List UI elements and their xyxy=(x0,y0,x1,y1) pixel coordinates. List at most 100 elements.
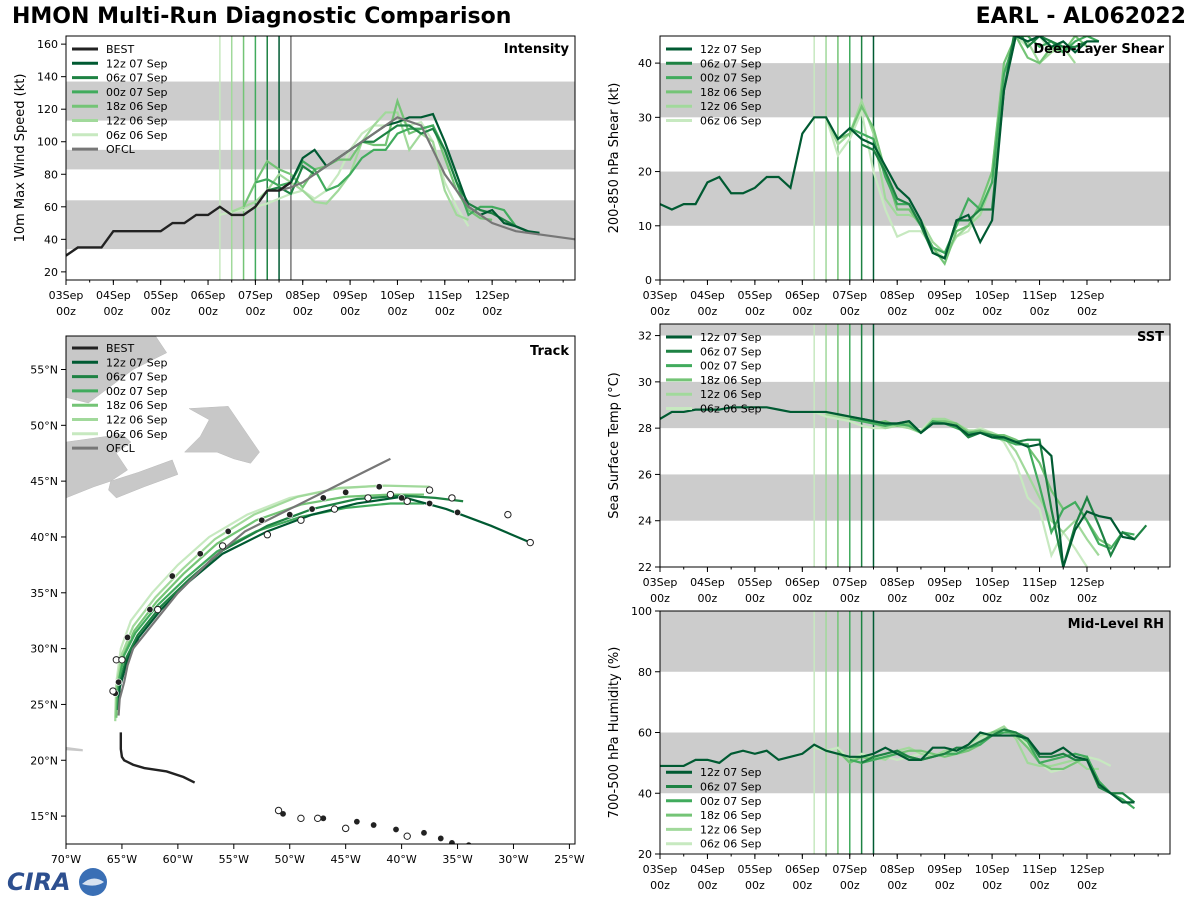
rh-legend-label-12z-06-sep: 12z 06 Sep xyxy=(700,823,762,836)
shear-x-tick-label: 12Sep xyxy=(1070,289,1105,302)
intensity-y-axis-label: 10m Max Wind Speed (kt) xyxy=(13,74,28,243)
track-marker-filled xyxy=(196,550,204,558)
sst-y-tick-label: 24 xyxy=(638,515,652,528)
rh-y-tick-label: 20 xyxy=(638,848,652,861)
intensity-y-tick-label: 40 xyxy=(44,233,58,246)
rh-band-0 xyxy=(660,732,1170,794)
shear-x-tick-label: 04Sep xyxy=(690,289,725,302)
intensity-y-tick-label: 20 xyxy=(44,266,58,279)
sst-x-tick-sub: 00z xyxy=(745,592,765,605)
rh-x-tick-label: 07Sep xyxy=(832,863,867,876)
intensity-x-tick-label: 05Sep xyxy=(143,289,178,302)
sst-legend-label-06z-07-sep: 06z 07 Sep xyxy=(700,345,762,358)
track-marker-filled xyxy=(375,483,383,491)
track-frame xyxy=(65,335,576,845)
intensity-series-best xyxy=(66,181,292,257)
sst-x-tick-label: 08Sep xyxy=(880,576,915,589)
intensity-series-18z-06-sep xyxy=(242,97,493,221)
sst-x-tick-label: 09Sep xyxy=(927,576,962,589)
shear-x-tick-sub: 00z xyxy=(792,305,812,318)
intensity-frame xyxy=(65,35,576,281)
track-x-tick-label: 60°W xyxy=(163,853,193,866)
sst-legend-label-12z-07-sep: 12z 07 Sep xyxy=(700,331,762,344)
logo-swirl-icon xyxy=(82,878,104,886)
rh-x-tick-sub: 00z xyxy=(935,879,955,892)
intensity-band-2 xyxy=(66,81,575,121)
intensity-legend-label-12z-07-sep: 12z 07 Sep xyxy=(106,57,168,70)
rh-x-tick-sub: 00z xyxy=(887,879,907,892)
shear-y-axis-label: 200-850 hPa Shear (kt) xyxy=(607,83,622,234)
rh-panel-title: Mid-Level RH xyxy=(1068,617,1164,632)
shear-x-tick-sub: 00z xyxy=(840,305,860,318)
track-series-ofcl xyxy=(117,457,391,716)
track-x-tick-label: 45°W xyxy=(330,853,360,866)
track-legend-label-best: BEST xyxy=(106,342,134,355)
track-x-tick-label: 35°W xyxy=(442,853,472,866)
track-marker-filled xyxy=(392,825,400,833)
rh-x-tick-label: 09Sep xyxy=(927,863,962,876)
track-marker-open xyxy=(263,531,272,539)
rh-x-tick-sub: 00z xyxy=(982,879,1002,892)
track-marker-open xyxy=(330,505,339,513)
intensity-band-0 xyxy=(66,200,575,250)
intensity-y-tick-label: 60 xyxy=(44,201,58,214)
intensity-x-tick-label: 10Sep xyxy=(380,289,415,302)
shear-x-tick-label: 07Sep xyxy=(832,289,867,302)
track-x-tick-label: 25°W xyxy=(554,853,584,866)
intensity-legend-label-best: BEST xyxy=(106,43,134,56)
sst-x-tick-label: 03Sep xyxy=(643,576,678,589)
track-x-tick-label: 55°W xyxy=(219,853,249,866)
land-mass-3 xyxy=(108,459,179,499)
track-series-12z-06-sep xyxy=(114,484,430,722)
track-marker-open xyxy=(274,806,283,815)
sst-x-tick-sub: 00z xyxy=(840,592,860,605)
intensity-series-ofcl xyxy=(278,116,575,241)
track-series-06z-06-sep xyxy=(114,484,380,718)
rh-plot-area xyxy=(660,611,1170,854)
shear-series-18z-06-sep xyxy=(837,36,1088,267)
track-marker-filled xyxy=(398,494,406,502)
shear-y-tick-label: 30 xyxy=(638,111,652,124)
intensity-series-06z-07-sep xyxy=(266,124,540,236)
rh-band-1 xyxy=(660,611,1170,672)
sst-x-tick-sub: 00z xyxy=(1030,592,1050,605)
track-marker-open xyxy=(425,486,434,494)
sst-y-tick-label: 28 xyxy=(638,422,652,435)
rh-y-tick-label: 80 xyxy=(638,666,652,679)
shear-legend-label-12z-07-sep: 12z 07 Sep xyxy=(700,43,762,56)
storm-id: EARL - AL062022 xyxy=(975,4,1186,29)
rh-x-tick-sub: 00z xyxy=(698,879,718,892)
sst-legend-label-00z-07-sep: 00z 07 Sep xyxy=(700,360,762,373)
track-marker-open xyxy=(448,494,456,502)
track-x-tick-label: 30°W xyxy=(498,853,528,866)
intensity-legend-label-06z-07-sep: 06z 07 Sep xyxy=(106,72,168,85)
track-marker-open xyxy=(526,538,534,547)
shear-legend-label-06z-06-sep: 06z 06 Sep xyxy=(700,115,762,128)
sst-x-tick-label: 12Sep xyxy=(1070,576,1105,589)
shear-legend-label-00z-07-sep: 00z 07 Sep xyxy=(700,72,762,85)
shear-band-1 xyxy=(660,63,1170,118)
track-marker-filled xyxy=(353,818,361,826)
shear-y-tick-label: 10 xyxy=(638,220,652,233)
sst-series-06z-06-sep xyxy=(813,410,1088,567)
track-marker-open xyxy=(403,832,411,840)
sst-y-axis-label: Sea Surface Temp (°C) xyxy=(607,372,622,519)
intensity-y-tick-label: 100 xyxy=(37,136,58,149)
rh-x-tick-sub: 00z xyxy=(1077,879,1097,892)
track-marker-open xyxy=(118,656,126,664)
sst-x-tick-sub: 00z xyxy=(792,592,812,605)
track-y-tick-label: 25°N xyxy=(30,698,58,711)
intensity-x-tick-sub: 00z xyxy=(388,305,408,318)
sst-panel: 03Sep 00z 04Sep 00z 05Sep 00z 06Sep 00z 07Sep 00z… xyxy=(607,323,1171,605)
track-legend-label-12z-07-sep: 12z 07 Sep xyxy=(106,356,168,369)
intensity-y-tick-label: 140 xyxy=(37,71,58,84)
intensity-x-tick-sub: 00z xyxy=(246,305,266,318)
rh-x-tick-label: 06Sep xyxy=(785,863,820,876)
track-legend-label-18z-06-sep: 18z 06 Sep xyxy=(106,399,168,412)
intensity-legend-label-00z-07-sep: 00z 07 Sep xyxy=(106,86,168,99)
land-mass-1 xyxy=(183,406,260,464)
shear-x-tick-sub: 00z xyxy=(982,305,1002,318)
rh-y-tick-label: 100 xyxy=(631,605,652,618)
sst-frame xyxy=(659,323,1171,568)
